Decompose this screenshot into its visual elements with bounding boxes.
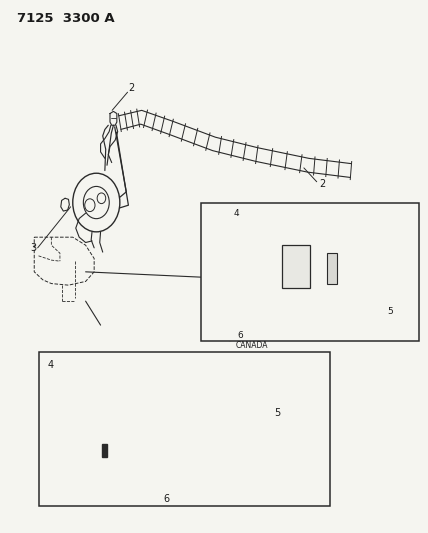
Bar	[39, 352, 330, 506]
Text: 5: 5	[387, 308, 393, 316]
Circle shape	[177, 445, 196, 469]
Text: 4: 4	[47, 360, 53, 370]
Text: 6: 6	[164, 495, 170, 504]
Circle shape	[226, 331, 234, 341]
Circle shape	[285, 230, 293, 241]
Bar	[327, 253, 337, 284]
Text: CANADA: CANADA	[235, 341, 268, 350]
Circle shape	[181, 405, 195, 422]
Circle shape	[68, 392, 81, 408]
Circle shape	[71, 395, 78, 404]
Text: 2: 2	[319, 179, 325, 189]
Text: 2: 2	[128, 83, 135, 93]
Text: 5: 5	[274, 408, 280, 418]
Bar	[102, 444, 107, 457]
Text: 7125  3300 A: 7125 3300 A	[17, 12, 115, 25]
Text: 4: 4	[233, 209, 239, 217]
Bar	[282, 245, 310, 288]
Circle shape	[163, 481, 171, 491]
Circle shape	[163, 382, 213, 444]
Bar	[201, 203, 419, 341]
Text: 6: 6	[238, 332, 243, 340]
Text: 3: 3	[30, 243, 36, 253]
